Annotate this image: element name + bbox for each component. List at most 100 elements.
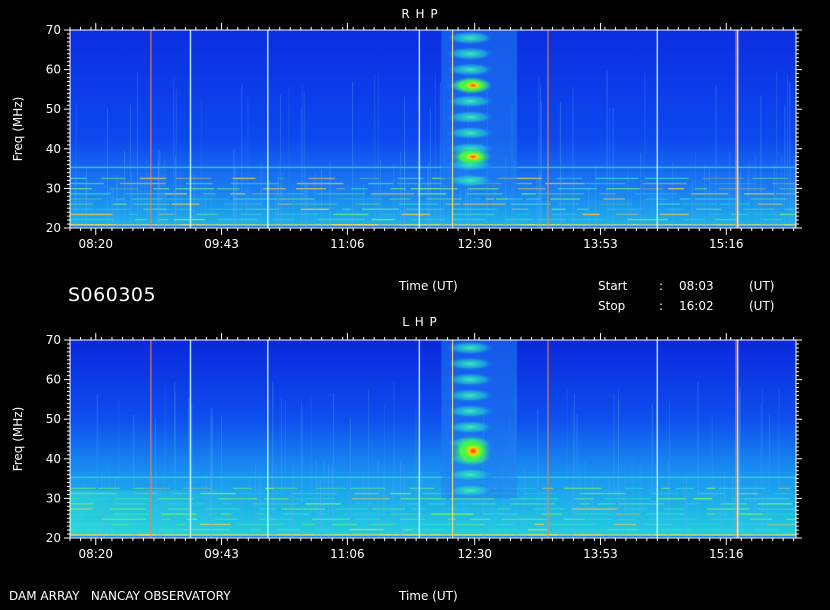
rfi-band <box>714 218 739 221</box>
time-streak <box>272 380 274 538</box>
rfi-band <box>70 513 103 515</box>
y-axis-label: Freq (MHz) <box>11 407 25 472</box>
rfi-band <box>315 487 346 490</box>
time-marker-line <box>150 340 152 538</box>
time-streak <box>275 463 277 538</box>
rfi-band <box>556 177 583 180</box>
time-streak <box>745 487 747 538</box>
rfi-band <box>447 508 494 510</box>
rfi-band <box>573 513 613 515</box>
time-streak <box>164 386 166 538</box>
rfi-band <box>420 523 454 526</box>
rfi-band <box>95 208 116 210</box>
time-streak <box>618 398 620 538</box>
rfi-band <box>510 498 559 500</box>
rfi-band <box>114 503 148 505</box>
rfi-band <box>362 208 399 210</box>
rfi-band <box>175 188 215 190</box>
rfi-band <box>431 177 447 180</box>
rfi-band <box>158 213 174 216</box>
rfi-band <box>417 193 447 195</box>
time-streak <box>630 187 632 228</box>
time-streak <box>443 183 445 228</box>
time-streak <box>591 477 593 538</box>
time-streak <box>704 164 706 228</box>
y-tick-label: 40 <box>46 142 61 156</box>
rfi-band <box>407 503 419 505</box>
rfi-band <box>563 518 585 520</box>
time-streak <box>331 467 333 538</box>
time-streak <box>404 96 406 228</box>
rfi-band <box>685 503 700 505</box>
rfi-band <box>717 513 731 515</box>
rfi-band <box>541 513 563 515</box>
rfi-band <box>537 218 566 221</box>
time-streak <box>749 497 751 538</box>
rfi-band <box>371 218 395 221</box>
rfi-band <box>744 498 790 500</box>
rfi-band <box>466 193 503 195</box>
rfi-band <box>736 513 764 515</box>
rfi-band <box>333 213 369 216</box>
y-axis-label: Freq (MHz) <box>11 97 25 162</box>
y-tick-label: 70 <box>46 23 61 37</box>
time-streak <box>281 172 283 228</box>
rfi-band <box>650 492 678 495</box>
rfi-band <box>398 203 439 205</box>
rfi-band <box>70 198 102 200</box>
time-streak <box>736 495 738 538</box>
time-streak <box>754 155 756 228</box>
rfi-band <box>472 198 482 200</box>
rfi-band <box>495 198 509 200</box>
rfi-band <box>684 218 705 221</box>
rfi-band <box>111 523 131 526</box>
rfi-band <box>70 503 95 505</box>
burst-blob <box>445 94 496 109</box>
time-streak <box>536 178 538 228</box>
time-streak <box>259 470 261 538</box>
time-streak <box>523 469 525 538</box>
time-streak <box>760 404 762 538</box>
time-streak <box>608 477 610 538</box>
time-streak <box>85 167 87 228</box>
rfi-band <box>70 177 87 180</box>
rfi-band <box>200 492 236 495</box>
time-streak <box>403 176 405 228</box>
time-streak <box>760 95 762 228</box>
time-streak <box>160 490 162 538</box>
time-streak <box>277 179 279 228</box>
rfi-band <box>471 503 496 505</box>
y-tick-label: 70 <box>46 333 61 347</box>
rfi-band <box>634 193 677 195</box>
time-streak <box>205 474 207 538</box>
time-streak <box>631 459 633 538</box>
rfi-band <box>113 513 149 515</box>
time-streak <box>368 389 370 538</box>
time-streak <box>651 185 653 228</box>
time-streak <box>217 488 219 538</box>
time-streak <box>101 471 103 538</box>
rfi-band <box>70 498 80 500</box>
time-streak <box>470 181 472 228</box>
rfi-band <box>663 508 685 510</box>
time-streak <box>209 415 211 538</box>
rfi-band <box>426 198 462 200</box>
rfi-band <box>618 503 664 505</box>
rfi-band <box>206 508 239 510</box>
rfi-band <box>281 508 326 510</box>
time-streak <box>481 459 483 538</box>
rfi-band <box>510 503 556 505</box>
rfi-band <box>695 208 722 210</box>
time-streak <box>778 389 780 538</box>
rfi-band <box>757 508 796 510</box>
time-streak <box>108 467 110 538</box>
rfi-band <box>410 508 426 510</box>
time-streak <box>281 397 283 538</box>
time-streak <box>588 187 590 228</box>
y-tick-label: 20 <box>46 221 61 235</box>
rfi-band <box>371 508 406 510</box>
time-streak <box>377 73 379 229</box>
x-tick-label: 11:06 <box>330 237 365 251</box>
time-streak <box>465 148 467 228</box>
time-streak <box>540 101 542 228</box>
